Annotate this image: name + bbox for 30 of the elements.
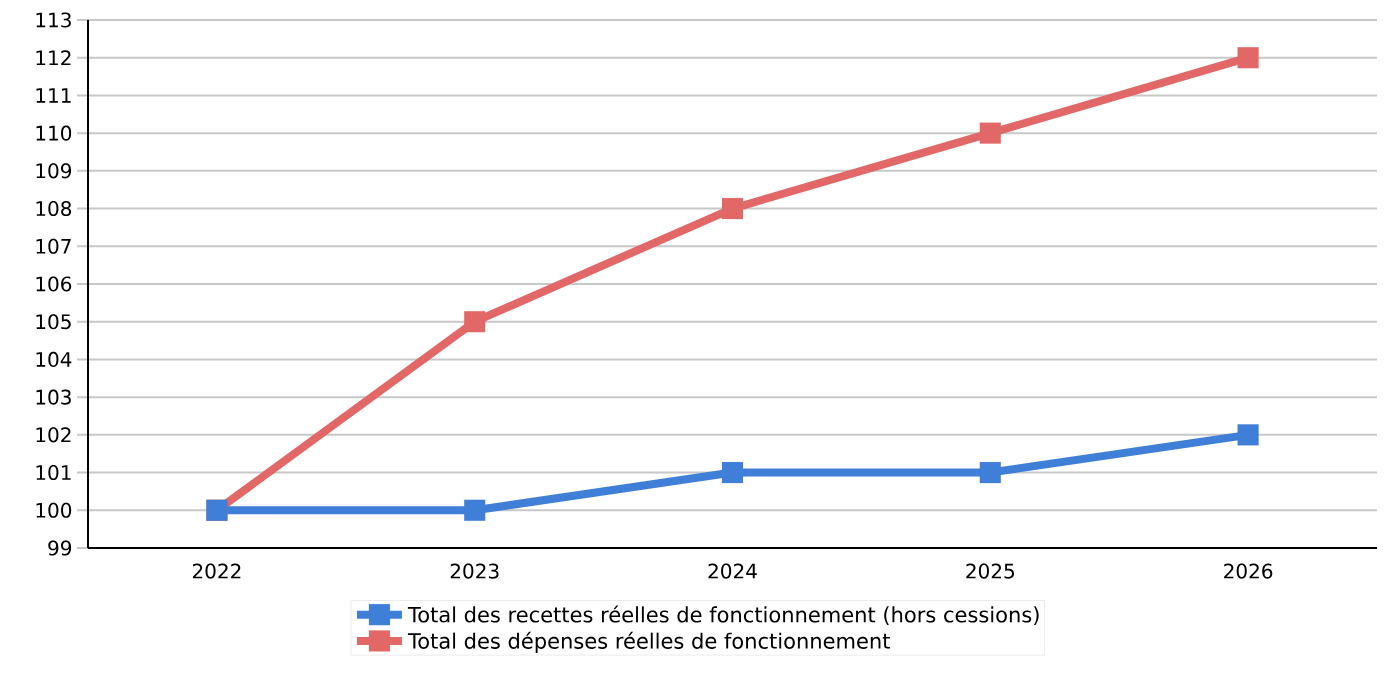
y-tick-label: 107	[36, 238, 71, 254]
y-tick-label: 105	[36, 314, 71, 330]
y-tick-label: 108	[36, 201, 72, 217]
y-tick-label: 109	[36, 163, 72, 179]
point	[1237, 47, 1259, 69]
x-tick-label: 2023	[450, 563, 499, 579]
y-tick-label: 102	[36, 427, 71, 443]
point	[979, 122, 1001, 144]
y-tick-label: 112	[36, 50, 71, 66]
point	[464, 499, 486, 521]
y-tick-label: 113	[36, 12, 71, 28]
point	[1237, 424, 1259, 446]
legend-label: Total des recettes réelles de fonctionnement (hors cessions)	[407, 605, 1039, 626]
y-tick-label: 106	[36, 276, 72, 292]
point	[721, 198, 744, 220]
point	[979, 462, 1001, 484]
y-tick-label: 101	[36, 465, 71, 481]
y-tick-label: 111	[36, 88, 71, 103]
x-tick-label: 2022	[192, 563, 241, 579]
y-tick-label: 100	[36, 502, 72, 518]
y-tick-label: 104	[36, 351, 72, 367]
y-tick-label: 99	[48, 540, 72, 556]
x-tick-label: 2026	[1224, 563, 1273, 579]
legend-label: Total des dépenses réelles de fonctionnement	[407, 631, 890, 653]
point	[464, 311, 486, 333]
point	[721, 462, 744, 484]
y-tick-label: 110	[36, 125, 72, 141]
x-tick-label: 2024	[708, 563, 757, 579]
x-tick-label: 2025	[966, 563, 1014, 579]
y-tick-label: 103	[36, 389, 71, 405]
